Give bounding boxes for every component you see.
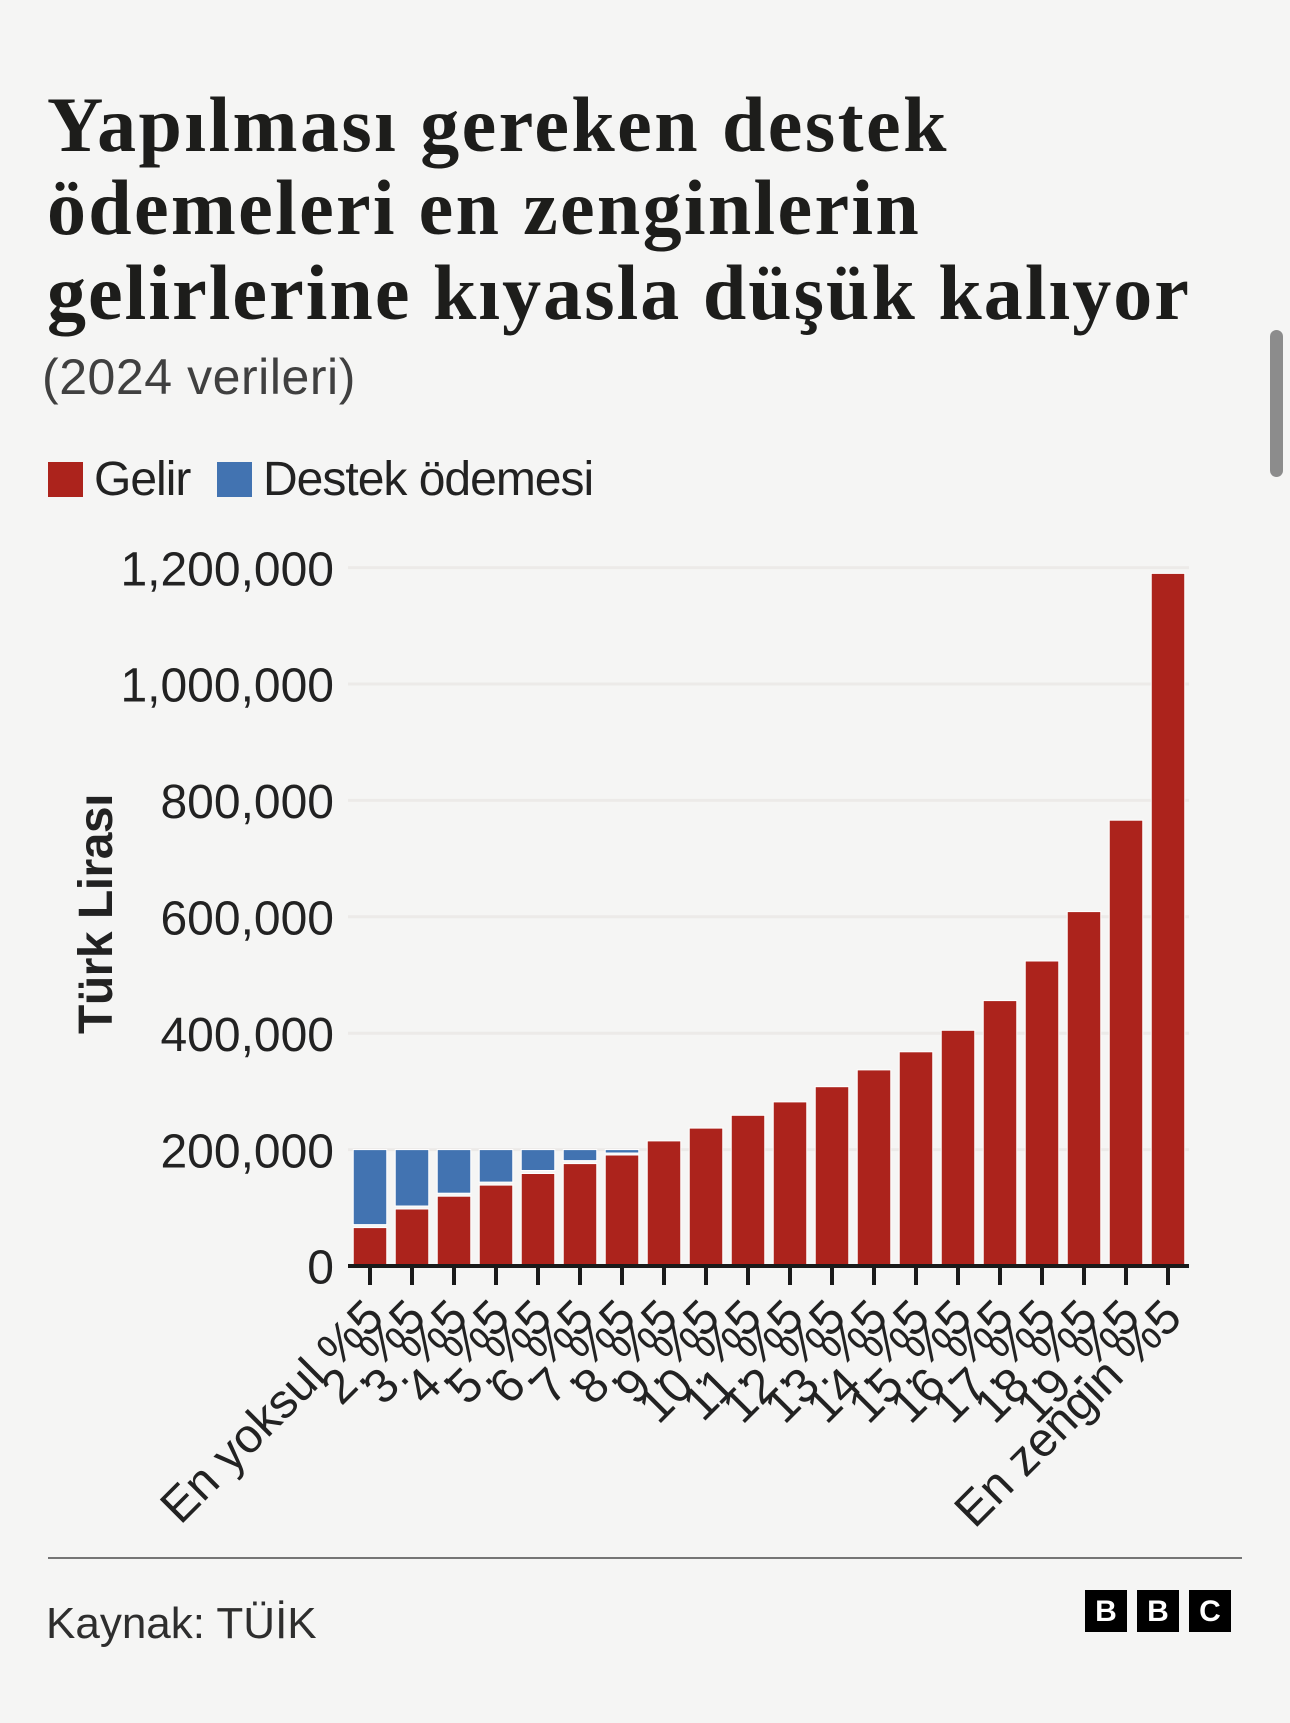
svg-text:Türk Lirası: Türk Lirası (70, 794, 123, 1034)
svg-text:0: 0 (307, 1242, 334, 1295)
svg-text:400,000: 400,000 (160, 1009, 334, 1062)
svg-text:En yoksul %5: En yoksul %5 (151, 1290, 394, 1533)
svg-text:1,000,000: 1,000,000 (120, 660, 334, 713)
svg-text:600,000: 600,000 (160, 893, 334, 946)
svg-text:800,000: 800,000 (160, 776, 334, 829)
svg-text:200,000: 200,000 (160, 1125, 334, 1178)
svg-text:1,200,000: 1,200,000 (120, 543, 334, 596)
